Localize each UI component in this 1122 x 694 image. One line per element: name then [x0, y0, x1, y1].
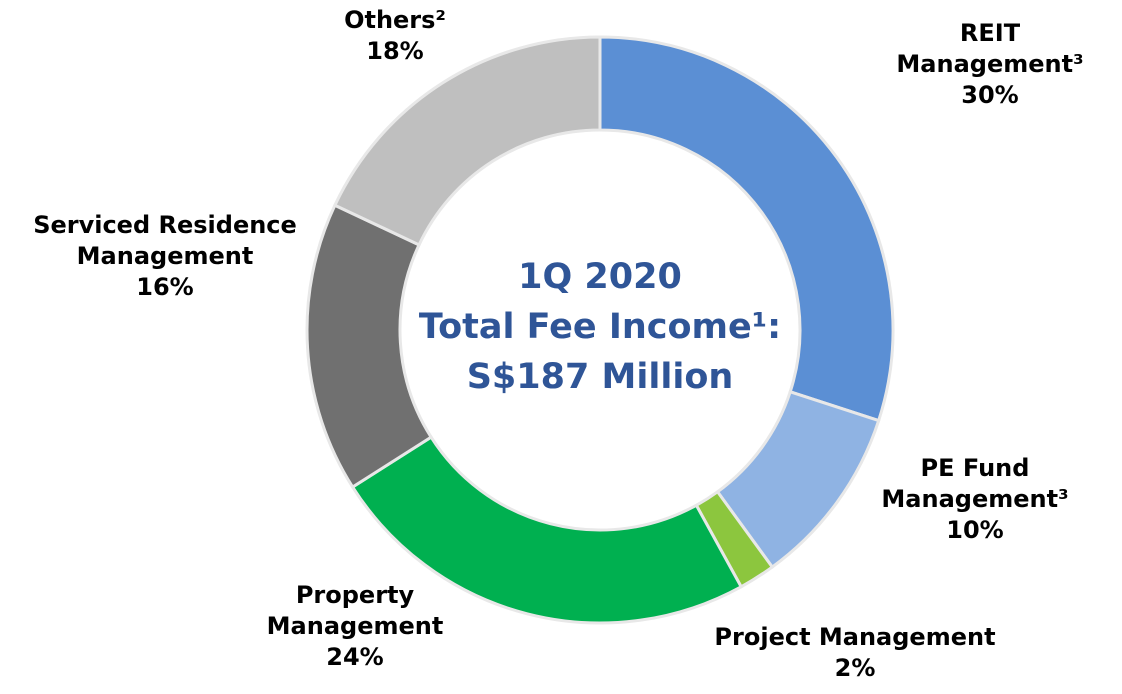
center-line: S$187 Million	[466, 357, 734, 397]
segment-label: PE Fund Management³ 10%	[865, 453, 1085, 546]
center-line: 1Q 2020	[518, 257, 682, 297]
donut-segment	[598, 35, 895, 423]
category-label: Property Management	[266, 581, 444, 640]
segment-label: Serviced Residence Management 16%	[15, 210, 315, 303]
category-label: REIT Management³	[896, 19, 1084, 78]
center-text: 1Q 2020 Total Fee Income¹: S$187 Million	[400, 252, 800, 402]
value-label: 16%	[136, 273, 194, 301]
segment-label: Property Management 24%	[245, 580, 465, 673]
value-label: 10%	[946, 516, 1004, 544]
value-label: 24%	[326, 643, 384, 671]
center-line: Total Fee Income¹:	[418, 307, 782, 347]
value-label: 18%	[366, 37, 424, 65]
value-label: 30%	[961, 81, 1019, 109]
segment-label: Project Management 2%	[675, 622, 1035, 684]
category-label: Others²	[344, 6, 446, 34]
segment-label: REIT Management³ 30%	[880, 18, 1100, 111]
donut-segment	[350, 435, 744, 625]
category-label: PE Fund Management³	[881, 454, 1069, 513]
category-label: Serviced Residence Management	[33, 211, 297, 270]
donut-segment	[332, 35, 602, 247]
value-label: 2%	[834, 654, 876, 682]
segment-label: Others² 18%	[325, 5, 465, 67]
category-label: Project Management	[714, 623, 996, 651]
